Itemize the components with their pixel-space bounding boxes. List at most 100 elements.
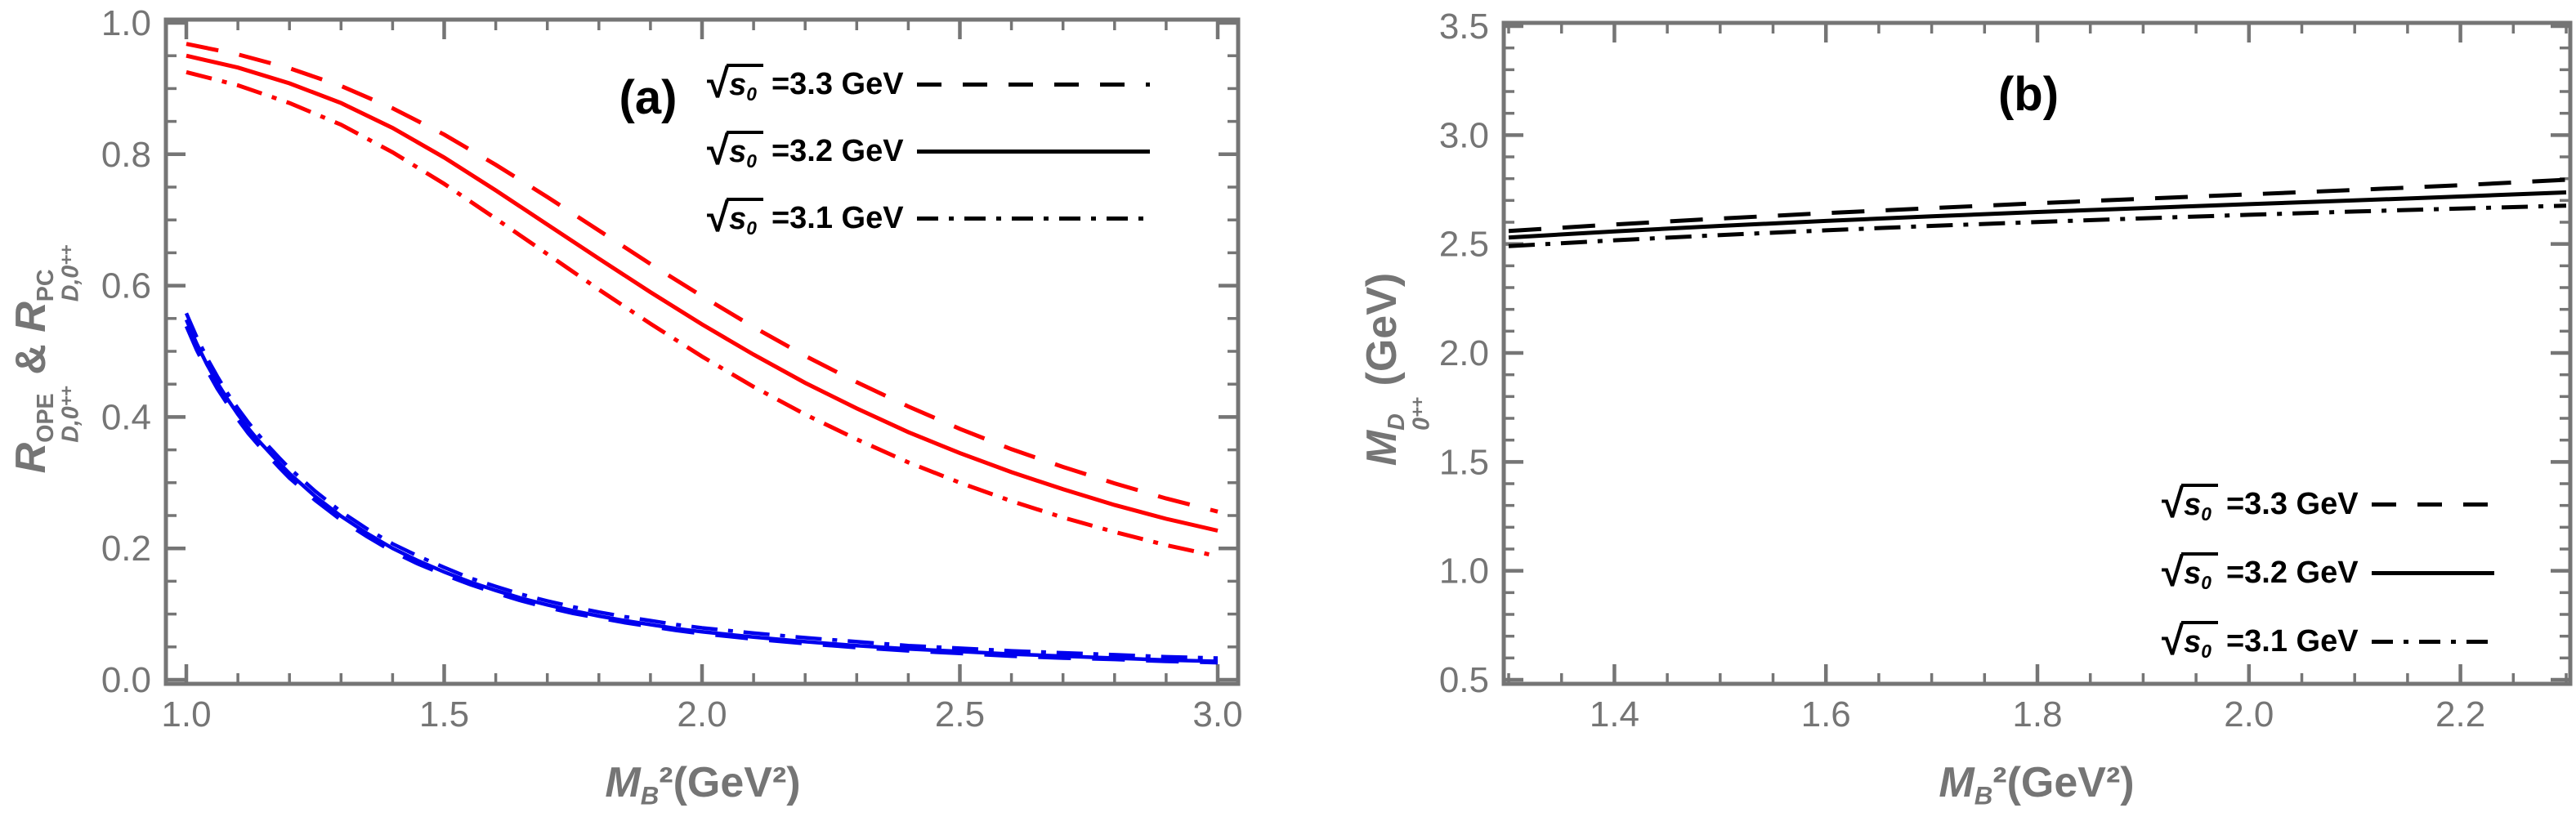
legend-value-label: =3.1 GeV	[2225, 623, 2359, 659]
legend-line-dashed	[2371, 502, 2494, 507]
y-tick-label: 3.0	[1439, 115, 1489, 155]
ylabel-a-sup-2: PC	[33, 269, 60, 302]
y-tick-label: 2.5	[1439, 225, 1489, 265]
series-b-solid	[1508, 190, 2567, 240]
series-a-dashed	[186, 42, 1219, 514]
panel-a-label: (a)	[619, 71, 678, 124]
legend-s-symbol: s	[2184, 624, 2202, 659]
legend-s-subscript: 0	[2201, 640, 2212, 662]
legend-item-b-33: √ s0 =3.3 GeV	[2162, 470, 2494, 538]
xlabel-a-units: ²(GeV²)	[659, 759, 801, 806]
y-tick-label: 1.0	[101, 3, 151, 43]
legend-item-b-31: √ s0 =3.1 GeV	[2162, 607, 2494, 676]
sqrt-icon: √	[2162, 481, 2185, 527]
legend-line-solid	[2371, 570, 2494, 575]
panel-b-x-axis-label: MB²(GeV²)	[1939, 758, 2134, 810]
ylabel-a-sub-2-pp: ++	[56, 245, 78, 266]
panel-a-x-axis-label: MB²(GeV²)	[605, 758, 800, 810]
ylabel-a-symbol-1: R	[7, 442, 56, 474]
legend-item-a-33: √ s0 =3.3 GeV	[707, 51, 1150, 118]
legend-s-subscript: 0	[746, 150, 757, 172]
series-a-solid	[184, 319, 1219, 663]
x-tick-label: 1.8	[2012, 694, 2062, 734]
y-tick-label: 0.4	[101, 397, 151, 437]
sqrt-icon: √	[707, 128, 730, 174]
y-tick-label: 0.5	[1439, 660, 1489, 700]
series-b-dashdot	[1508, 203, 2567, 248]
y-tick-label: 0.8	[101, 135, 151, 175]
legend-line-dashdot	[916, 216, 1150, 221]
y-tick-label: 0.0	[101, 660, 151, 700]
x-tick-label: 1.6	[1801, 694, 1851, 734]
legend-line-dashdot	[2371, 639, 2494, 644]
panel-b-label: (b)	[1997, 68, 2059, 121]
series-a-dashdot	[184, 312, 1219, 660]
legend-item-a-31: √ s0 =3.1 GeV	[707, 185, 1150, 252]
panel-b-frame	[1501, 20, 2573, 686]
ylabel-a-sup-1: OPE	[33, 393, 60, 443]
ylabel-b-sub-pp: ++	[1407, 397, 1429, 417]
panel-a-series	[184, 42, 1219, 665]
legend-s-subscript: 0	[2201, 571, 2212, 593]
sqrt-icon: √	[707, 61, 730, 107]
x-tick-label: 2.5	[935, 694, 985, 734]
panel-a-frame	[163, 17, 1241, 686]
sqrt-icon: √	[2162, 618, 2185, 664]
panel-b-series	[1508, 177, 2567, 248]
legend-value-label: =3.3 GeV	[2225, 486, 2359, 521]
ylabel-a-ampersand: &	[7, 344, 56, 375]
y-tick-label: 0.2	[101, 529, 151, 569]
sqrt-icon: √	[707, 195, 730, 241]
x-tick-label: 2.0	[2224, 694, 2274, 734]
xlabel-b-units: ²(GeV²)	[1992, 759, 2135, 806]
series-a-dashed	[184, 325, 1219, 665]
x-tick-label: 2.0	[677, 694, 727, 734]
series-b-dashed	[1508, 177, 2567, 234]
legend-value-label: =3.2 GeV	[2225, 555, 2359, 590]
legend-item-b-32: √ s0 =3.2 GeV	[2162, 538, 2494, 607]
legend-panel-b: √ s0 =3.3 GeV √ s0 =3.2 GeV √ s0 =3.1 GeV	[2162, 470, 2494, 676]
legend-s-symbol: s	[729, 67, 747, 102]
ylabel-b-symbol: M	[1358, 430, 1407, 467]
ylabel-a-sub-2: D,0	[57, 265, 84, 302]
legend-s-symbol: s	[2184, 487, 2202, 522]
x-tick-label: 2.2	[2435, 694, 2485, 734]
series-a-solid	[186, 53, 1219, 533]
sqrt-icon: √	[2162, 550, 2185, 596]
ylabel-a-sub-1: D,0	[57, 406, 84, 443]
xlabel-a-subscript: B	[640, 781, 660, 810]
ylabel-b-units: (GeV)	[1358, 272, 1407, 386]
panel-a: 1.0 1.5 2.0 2.5 3.0 0.0 0.2 0.4 0.6 0.8 1.0	[101, 3, 1243, 734]
y-tick-label: 1.5	[1439, 442, 1489, 482]
legend-line-dashed	[916, 82, 1150, 87]
x-tick-label: 1.4	[1590, 694, 1639, 734]
y-tick-label: 3.5	[1439, 7, 1489, 47]
legend-value-label: =3.1 GeV	[771, 200, 904, 235]
panel-b-tick-labels: 1.4 1.6 1.8 2.0 2.2 0.5 1.0 1.5 2.0 2.5 3.0 3.5	[1439, 7, 2485, 734]
panel-b: 1.4 1.6 1.8 2.0 2.2 0.5 1.0 1.5 2.0 2.5 3.0 3.5	[1439, 7, 2573, 734]
legend-line-solid	[916, 149, 1150, 154]
xlabel-a-symbol: M	[605, 759, 641, 806]
y-tick-label: 2.0	[1439, 333, 1489, 373]
series-a-dashdot	[186, 69, 1219, 559]
y-tick-label: 1.0	[1439, 551, 1489, 592]
legend-s-subscript: 0	[746, 83, 757, 105]
ylabel-a-sub-1-pp: ++	[56, 386, 78, 407]
x-tick-label: 1.0	[161, 694, 211, 734]
y-tick-label: 0.6	[101, 266, 151, 306]
legend-panel-a: √ s0 =3.3 GeV √ s0 =3.2 GeV √ s0 =3.1 GeV	[707, 51, 1150, 252]
legend-value-label: =3.3 GeV	[771, 66, 904, 101]
x-tick-label: 1.5	[419, 694, 469, 734]
legend-s-subscript: 0	[2201, 502, 2212, 525]
legend-s-subscript: 0	[746, 217, 757, 239]
legend-s-symbol: s	[2184, 556, 2202, 591]
legend-value-label: =3.2 GeV	[771, 133, 904, 168]
legend-item-a-32: √ s0 =3.2 GeV	[707, 118, 1150, 185]
xlabel-b-subscript: B	[1974, 781, 1993, 810]
legend-s-symbol: s	[729, 134, 747, 169]
legend-s-symbol: s	[729, 201, 747, 236]
ylabel-a-symbol-2: R	[7, 301, 56, 333]
ylabel-b-sub: 0	[1408, 417, 1435, 431]
